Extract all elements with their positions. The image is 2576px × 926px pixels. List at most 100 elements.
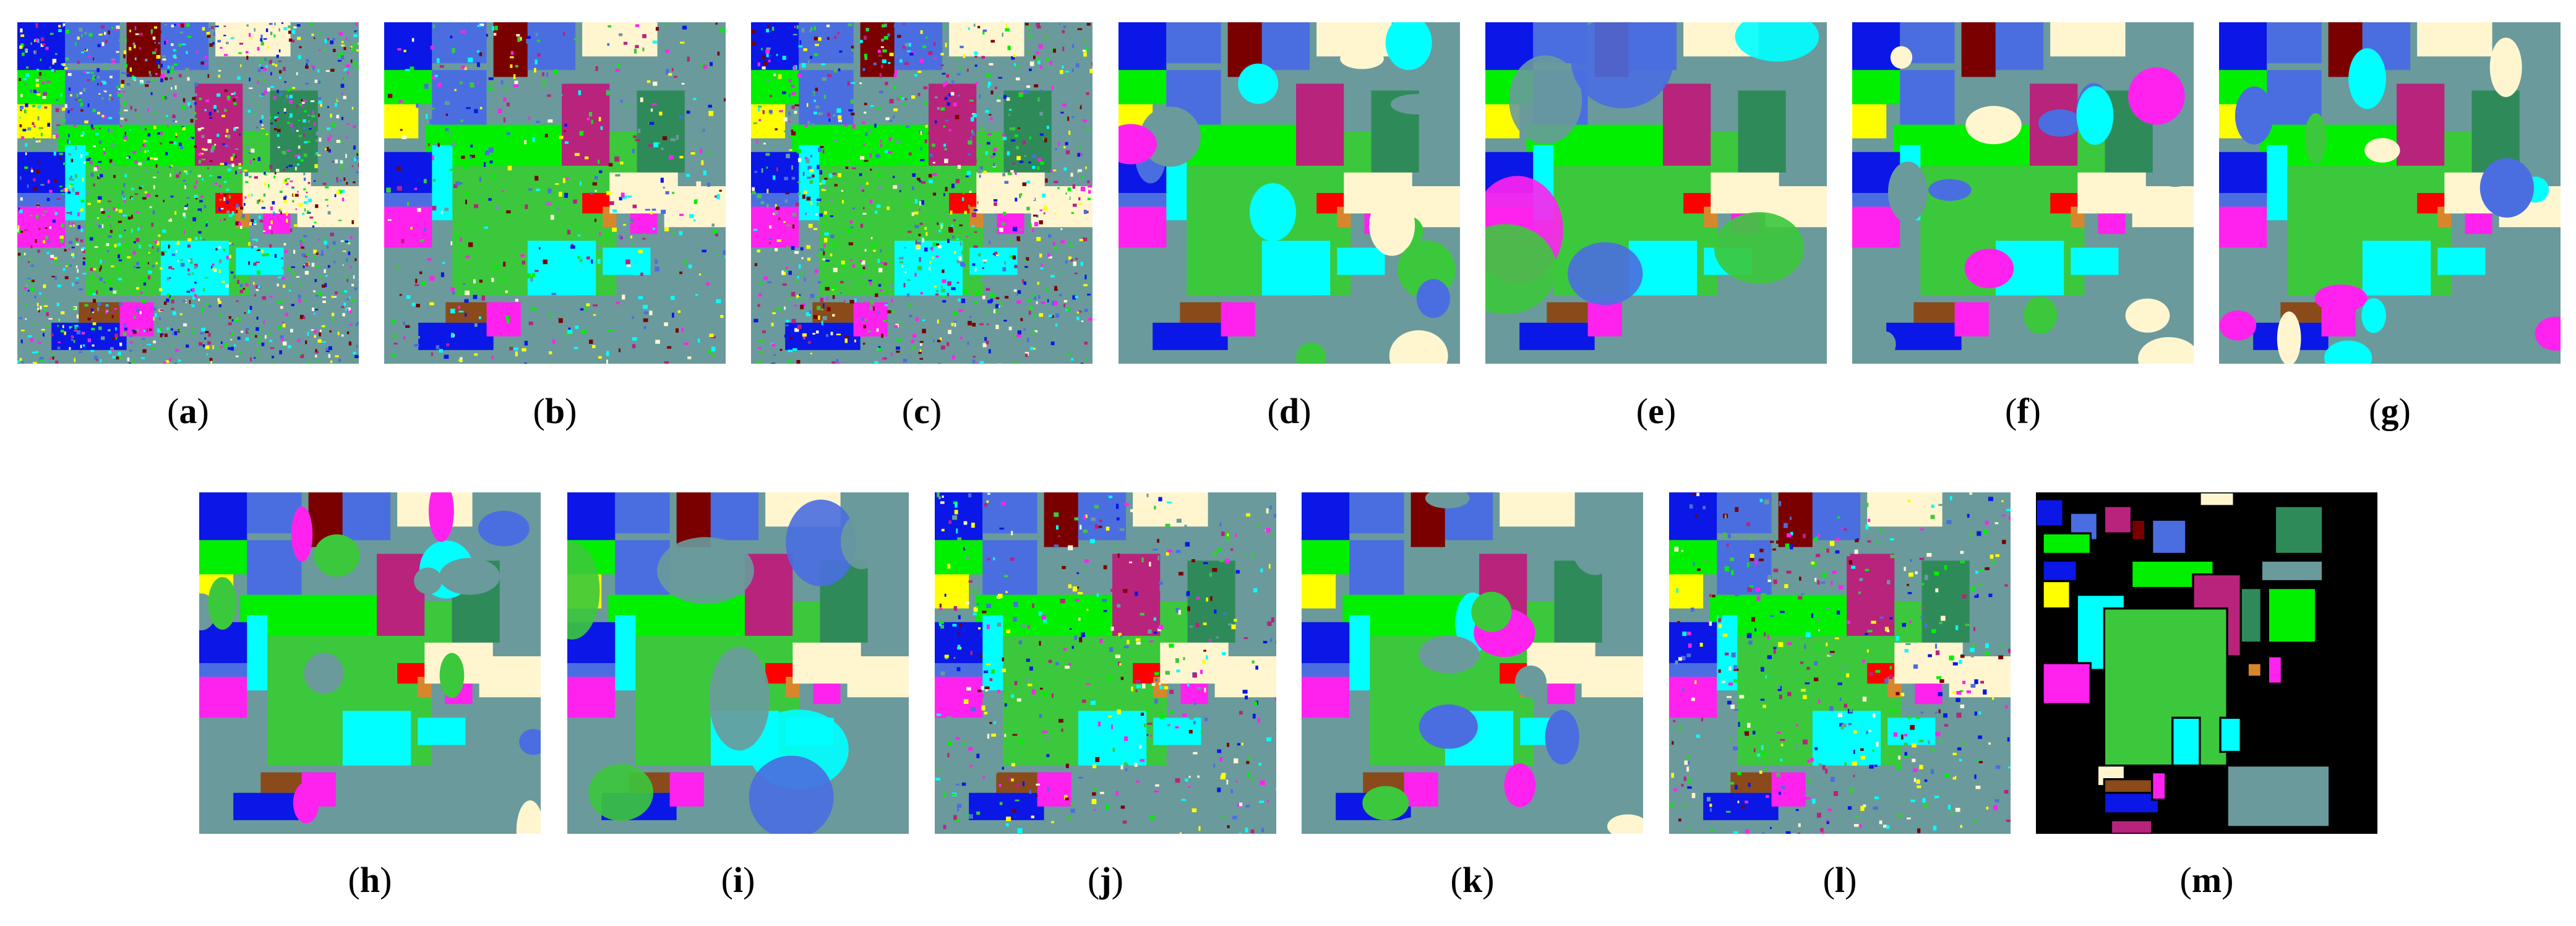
land-cover-region [65,145,86,221]
land-cover-region [1852,22,1900,71]
land-cover-region [2239,586,2262,644]
region-blob [1714,212,1805,284]
land-cover-region [2246,662,2262,678]
region-blob [1568,242,1643,306]
speckle-noise [1670,492,2011,834]
land-cover-region [2103,607,2228,767]
land-cover-region [342,711,411,766]
land-cover-region [1302,540,1350,575]
land-cover-region [1894,601,1922,649]
land-cover-region [1677,295,1786,350]
land-cover-region [1221,302,1255,337]
region-blob [1509,55,1582,145]
land-cover-region [1717,540,1772,595]
land-cover-region [1547,302,1602,323]
land-cover-region [1894,642,1963,684]
land-cover-region [342,492,391,541]
land-cover-region [1180,302,1235,323]
land-cover-region [2267,586,2317,644]
land-cover-region [486,302,521,337]
land-cover-region [982,492,1037,534]
land-cover-region [2132,186,2194,228]
caption-l: (l) [1823,860,1857,900]
land-cover-region [527,22,576,71]
land-cover-region [1771,772,1806,807]
land-cover-region [1961,22,1996,77]
land-cover-region [1003,90,1052,173]
region-blob [1874,331,1896,358]
land-cover-region [860,22,895,77]
land-cover-region [1628,241,1698,296]
land-cover-region [1669,492,1717,541]
land-cover-region [1893,124,2058,173]
land-cover-region [630,213,658,234]
land-cover-region [1031,186,1093,228]
land-cover-region [263,213,291,234]
land-cover-region [567,677,616,718]
land-cover-region [1852,193,1900,207]
region-blob [478,510,530,547]
land-cover-region [2417,22,2492,57]
land-cover-region [1500,492,1575,527]
land-cover-region [935,574,969,609]
region-blob [1140,106,1201,167]
region-blob [2128,67,2185,125]
land-cover-region [208,295,318,350]
land-cover-region [2267,22,2322,64]
land-cover-region [1118,193,1167,207]
region-blob [428,492,454,542]
region-blob [2324,340,2372,364]
land-cover-region [1886,322,1962,350]
caption-e: (e) [1636,391,1677,431]
region-blob [2153,155,2194,187]
land-cover-region [2273,505,2324,555]
classification-map-l [1669,492,2011,834]
caption-h: (h) [348,860,392,900]
region-blob [1504,763,1536,807]
land-cover-region [1669,540,1717,575]
land-cover-region [615,492,670,534]
land-cover-region [384,193,432,207]
land-cover-region [976,131,1004,179]
land-cover-region [1711,172,1779,214]
land-cover-region [1349,540,1404,595]
land-cover-region [785,322,861,350]
land-cover-region [2077,172,2146,214]
land-cover-region [751,207,799,248]
land-cover-region [1554,560,1602,643]
classification-map-i [567,492,909,834]
region-blob [291,506,313,562]
land-cover-region [1133,492,1208,527]
land-cover-region [1302,677,1350,718]
land-cover-region [2103,778,2153,794]
speckle-noise [386,22,726,364]
land-cover-region [853,302,888,337]
land-cover-region [1214,656,1276,698]
region-blob [1735,22,1819,62]
region-blob [2138,337,2194,364]
land-cover-region [2260,559,2324,583]
land-cover-region [247,540,302,595]
region-blob [749,755,834,834]
region-blob [439,557,500,595]
land-cover-region [432,145,453,221]
region-blob [2125,298,2170,333]
caption-m: (m) [2179,860,2234,900]
land-cover-region [1669,677,1717,718]
land-cover-region [2130,518,2147,541]
land-cover-region [1349,492,1404,534]
land-cover-region [608,594,773,643]
region-blob [2076,86,2114,145]
land-cover-region [1730,772,1785,793]
land-cover-region [792,601,820,649]
region-blob [786,499,856,586]
land-cover-region [1949,656,2011,698]
land-cover-region [126,22,161,77]
land-cover-region [935,540,983,575]
region-blob [2479,158,2534,218]
land-cover-region [751,152,799,193]
land-cover-region [2219,207,2267,248]
region-blob [2542,268,2561,302]
land-cover-region [935,492,983,541]
caption-k: (k) [1450,860,1495,900]
